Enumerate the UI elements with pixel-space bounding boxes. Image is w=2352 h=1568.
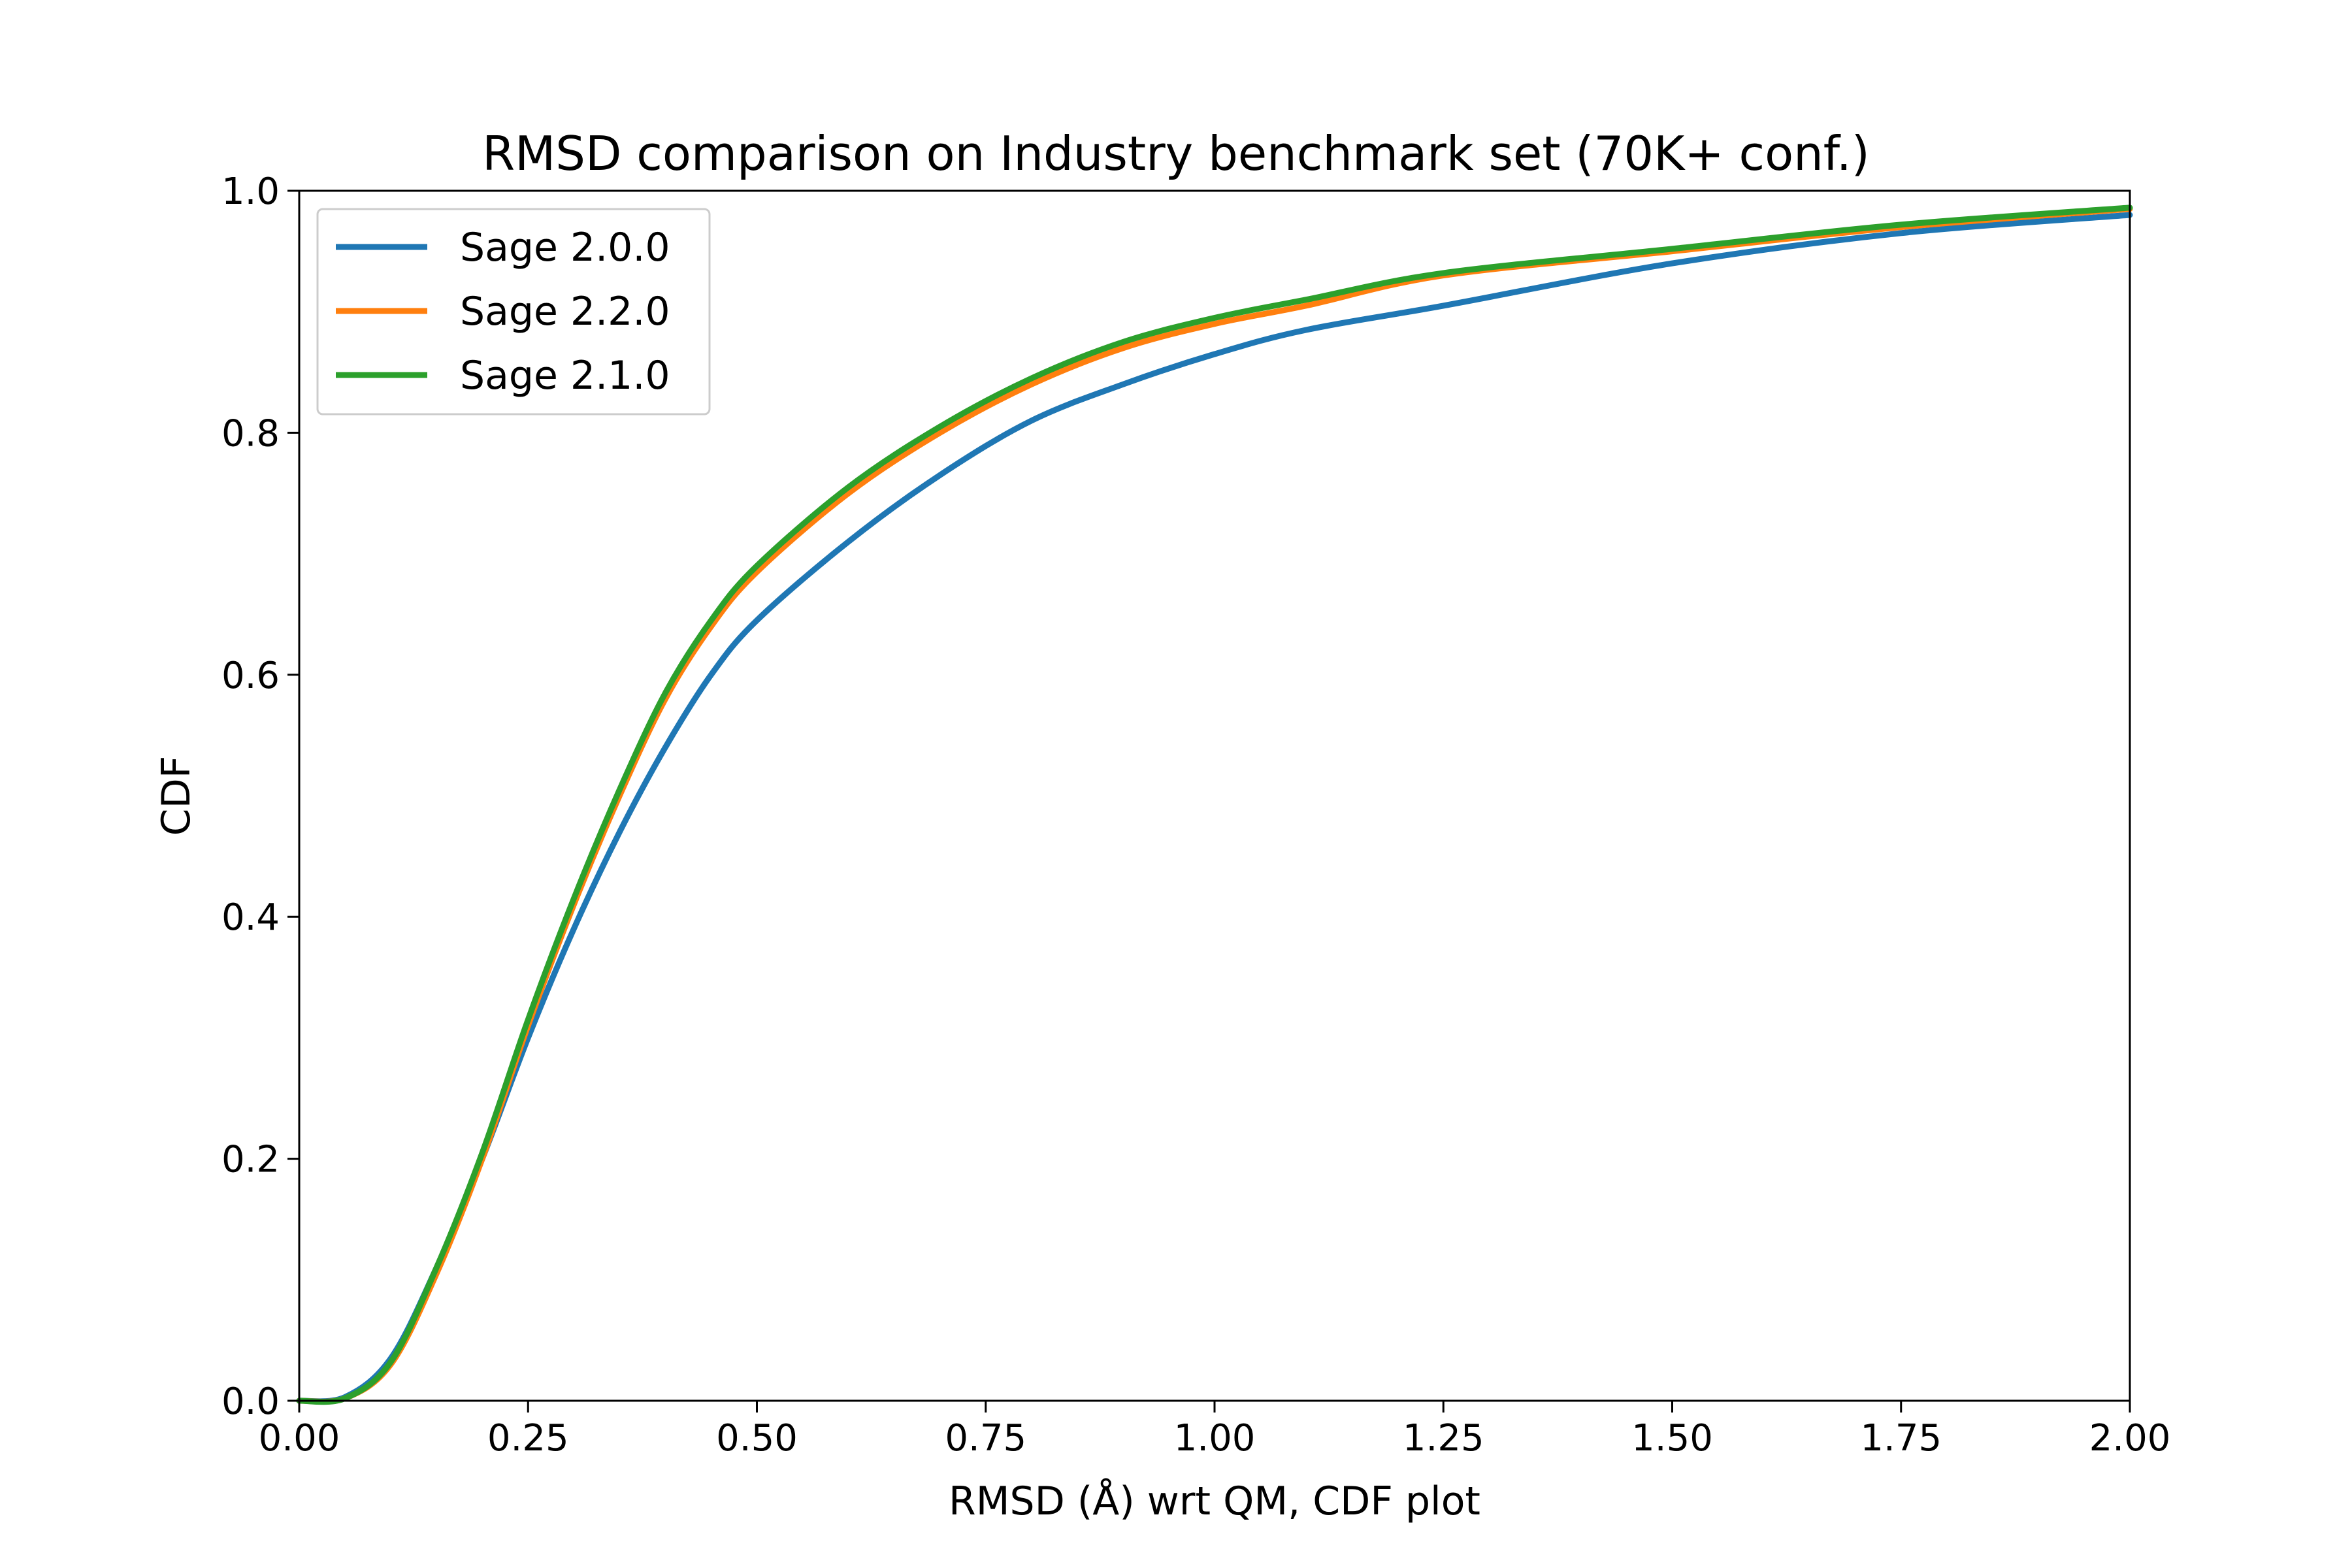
x-tick-label: 0.00 xyxy=(259,1417,340,1460)
x-tick-label: 0.50 xyxy=(716,1417,798,1460)
x-tick-label: 0.75 xyxy=(945,1417,1026,1460)
series-line-3 xyxy=(296,204,2133,1405)
legend-label-3: Sage 2.1.0 xyxy=(460,353,670,399)
legend: Sage 2.0.0 Sage 2.2.0 Sage 2.1.0 xyxy=(316,208,711,416)
chart-title: RMSD comparison on Industry benchmark se… xyxy=(482,126,1870,181)
legend-label-2: Sage 2.2.0 xyxy=(460,289,670,335)
x-tick-label: 1.50 xyxy=(1631,1417,1713,1460)
y-tick-label: 0.0 xyxy=(221,1380,280,1423)
series-layer xyxy=(296,204,2133,1405)
y-tick-label: 0.8 xyxy=(221,412,280,455)
x-tick-label: 1.25 xyxy=(1403,1417,1484,1460)
legend-label-1: Sage 2.0.0 xyxy=(460,225,670,270)
y-tick-label: 0.4 xyxy=(221,896,280,939)
y-axis: 0.0 0.2 0.4 0.6 0.8 1.0 xyxy=(221,171,299,1423)
y-tick-label: 1.0 xyxy=(221,171,280,213)
x-tick-label: 2.00 xyxy=(2089,1417,2171,1460)
x-axis-label: RMSD (Å) wrt QM, CDF plot xyxy=(949,1478,1480,1524)
y-tick-label: 0.2 xyxy=(221,1139,280,1181)
x-axis: 0.00 0.25 0.50 0.75 1.00 1.25 1.50 1.75 2.00 xyxy=(259,1401,2171,1460)
x-tick-label: 1.00 xyxy=(1174,1417,1256,1460)
y-axis-label: CDF xyxy=(154,756,199,836)
y-tick-label: 0.6 xyxy=(221,655,280,697)
x-tick-label: 1.75 xyxy=(1860,1417,1942,1460)
x-tick-label: 0.25 xyxy=(487,1417,569,1460)
legend-box xyxy=(316,208,711,416)
